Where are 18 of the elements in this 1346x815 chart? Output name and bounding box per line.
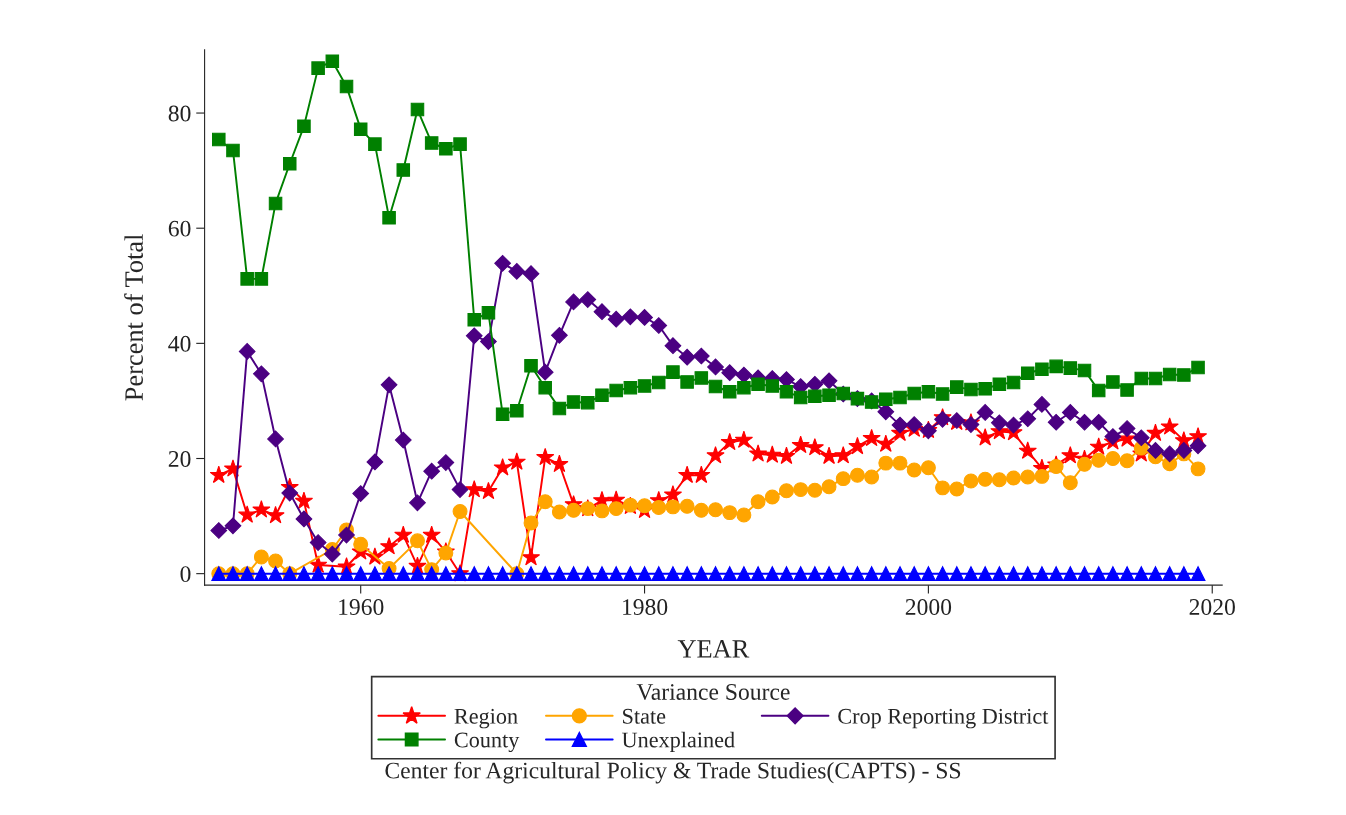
legend-label: Crop Reporting District [838,708,1049,729]
x-tick-label: 1980 [623,599,668,615]
x-tick-label: 2020 [1189,599,1235,615]
legend-label: County [454,732,520,753]
legend-label: Unexplained [622,731,735,752]
y-axis-title: Percent of Total [124,234,143,401]
y-tick-label: 20 [168,450,191,467]
legend-title: Variance Source [636,684,790,701]
x-axis-title: YEAR [677,640,750,658]
y-tick-label: 80 [168,105,191,122]
x-tick-label: 2000 [905,599,952,615]
text: Center for Agricultural Policy & Trade Studies(CAPTS) - SS [385,761,961,784]
x-tick-label: 1960 [339,599,384,615]
y-tick-label: 0 [180,566,191,583]
legend-label: Region [454,708,518,729]
y-tick-label: 40 [168,335,191,352]
legend-label: State [623,708,666,724]
y-tick-label: 60 [168,220,191,237]
